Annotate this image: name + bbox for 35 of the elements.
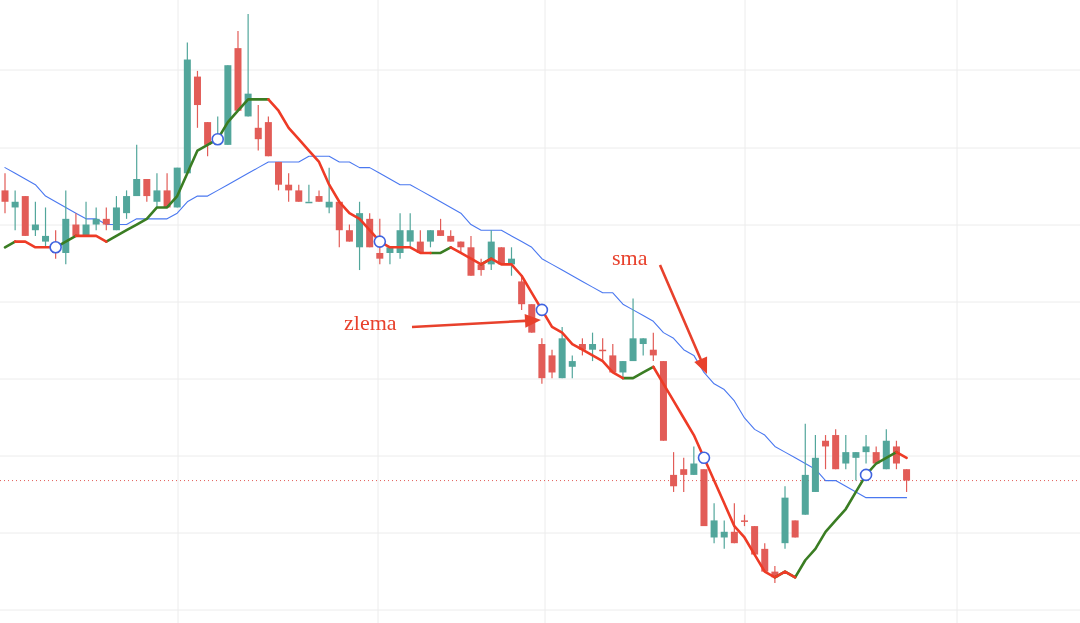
candlestick bbox=[143, 178, 151, 203]
candlestick bbox=[842, 434, 850, 470]
annotation: zlema bbox=[344, 310, 397, 335]
candlestick bbox=[275, 161, 283, 191]
candlestick bbox=[133, 144, 141, 197]
candlestick bbox=[153, 172, 161, 209]
point bbox=[211, 132, 225, 146]
candlestick bbox=[112, 195, 120, 231]
candlestick bbox=[123, 189, 131, 220]
candlestick bbox=[690, 445, 698, 476]
candlestick bbox=[852, 451, 860, 482]
annotation: sma bbox=[612, 245, 648, 270]
candlestick bbox=[903, 468, 911, 493]
candlestick bbox=[477, 258, 485, 277]
candlestick bbox=[406, 212, 414, 248]
candlestick bbox=[42, 206, 50, 248]
point bbox=[697, 451, 711, 465]
candlestick bbox=[730, 502, 738, 544]
candlestick bbox=[710, 502, 718, 544]
candlestick bbox=[102, 206, 110, 231]
point bbox=[859, 468, 873, 482]
candlestick bbox=[376, 218, 384, 265]
point bbox=[49, 240, 62, 254]
candlestick bbox=[518, 275, 526, 311]
candlestick bbox=[254, 104, 262, 152]
point bbox=[535, 303, 549, 317]
candlestick bbox=[568, 354, 576, 379]
point bbox=[373, 235, 387, 248]
candlestick bbox=[548, 349, 556, 379]
candlestick bbox=[204, 121, 212, 157]
candlestick bbox=[92, 206, 100, 231]
candlestick bbox=[1, 172, 9, 214]
candlestick bbox=[862, 434, 870, 465]
candlestick bbox=[589, 332, 597, 362]
candlestick bbox=[629, 297, 637, 362]
